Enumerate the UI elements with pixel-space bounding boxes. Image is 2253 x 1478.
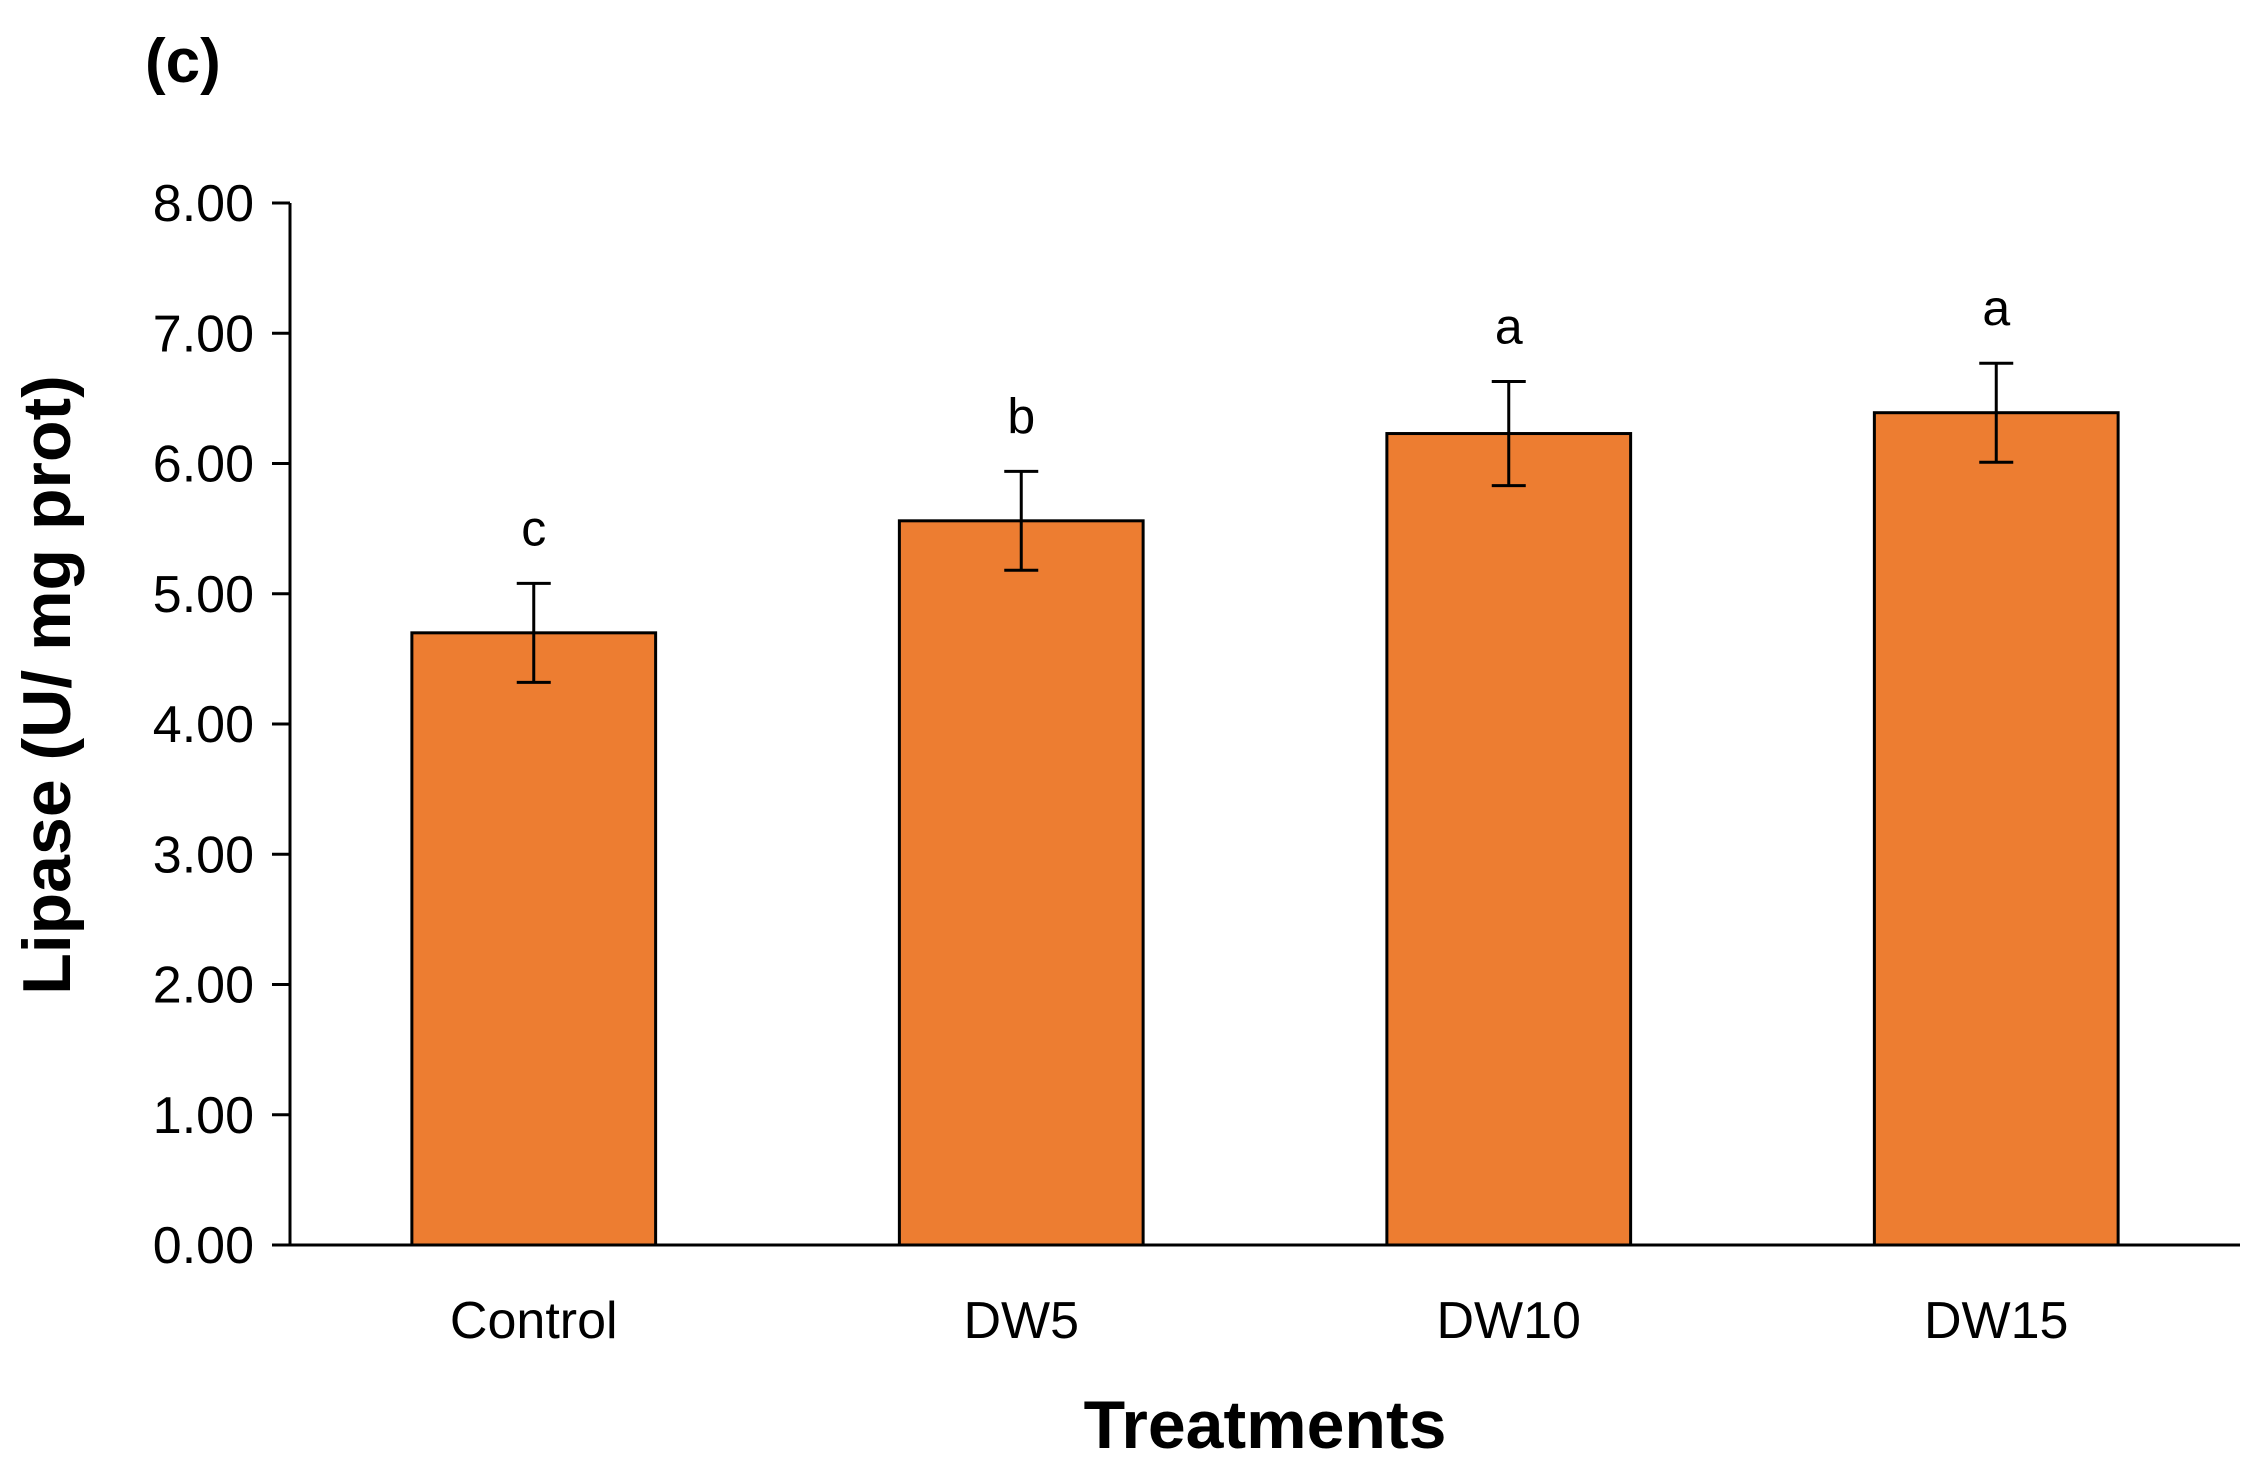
y-tick-label: 3.00	[153, 826, 254, 884]
significance-label: a	[1982, 280, 2010, 336]
x-tick-label: Control	[450, 1292, 618, 1350]
significance-label: a	[1495, 298, 1523, 354]
y-axis-title: Lipase (U/ mg prot)	[9, 375, 85, 995]
y-tick-label: 8.00	[153, 175, 254, 233]
error-bars	[516, 361, 2014, 684]
y-tick-label: 4.00	[153, 696, 254, 754]
x-tick-label: DW10	[1437, 1292, 1581, 1350]
x-tick-label: DW5	[963, 1292, 1079, 1350]
y-axis-ticks: 0.00 1.00 2.00 3.00 4.00 5.00 6.00 7.00 8.00	[153, 175, 290, 1275]
bar	[897, 519, 1145, 1247]
y-tick-label: 1.00	[153, 1087, 254, 1145]
y-tick-label: 6.00	[153, 436, 254, 494]
panel-label: (c)	[145, 27, 221, 96]
significance-label: c	[521, 500, 546, 556]
y-tick-label: 2.00	[153, 957, 254, 1015]
y-tick-label: 5.00	[153, 566, 254, 624]
bar	[1872, 411, 2120, 1247]
significance-label: b	[1007, 388, 1035, 444]
bar	[1385, 432, 1633, 1247]
y-tick-label: 0.00	[153, 1217, 254, 1275]
x-tick-label: DW15	[1924, 1292, 2068, 1350]
significance-labels: c b a a	[521, 280, 2010, 556]
x-axis-title: Treatments	[1084, 1387, 1447, 1463]
x-axis-tick-labels: Control DW5 DW10 DW15	[450, 1292, 2069, 1350]
bar	[410, 631, 658, 1247]
bars	[410, 411, 2120, 1247]
y-tick-label: 7.00	[153, 305, 254, 363]
